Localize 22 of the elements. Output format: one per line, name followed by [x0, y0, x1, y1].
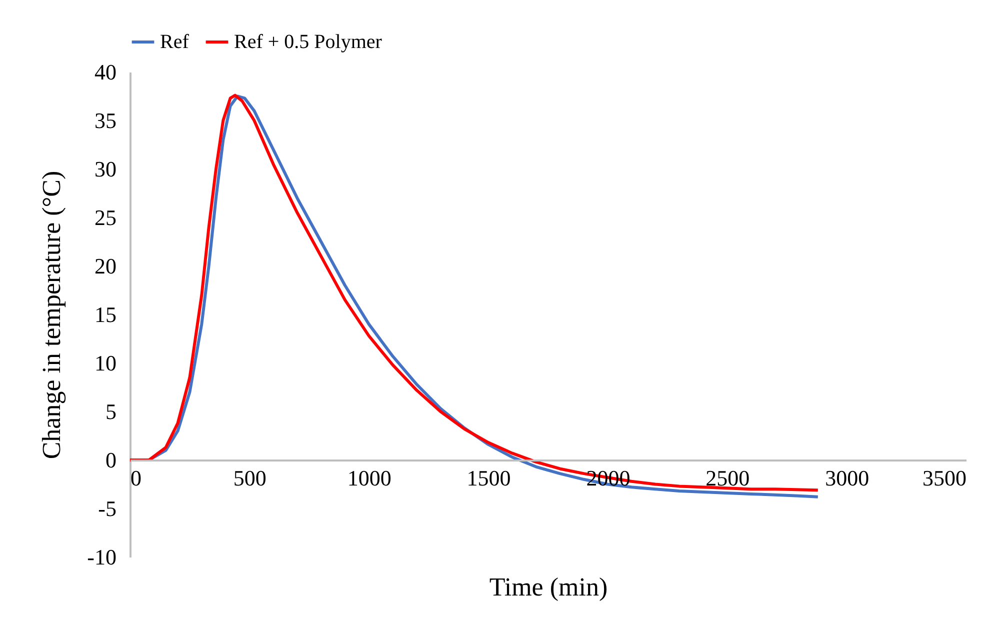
y-tick-label: 20 [94, 254, 116, 278]
legend-label: Ref + 0.5 Polymer [234, 31, 382, 53]
y-tick-label: 30 [94, 156, 116, 182]
y-tick-label: 25 [94, 205, 116, 230]
y-tick-label: 35 [94, 108, 116, 133]
x-tick-label: 1500 [466, 466, 511, 490]
x-tick-label: 3500 [922, 466, 966, 490]
x-tick-label: 1000 [347, 466, 392, 490]
x-tick-label: 2500 [706, 466, 750, 490]
y-tick-label: 15 [94, 302, 116, 327]
x-tick-label: 0 [130, 466, 142, 490]
y-tick-label: 10 [94, 350, 116, 376]
y-tick-label: -5 [98, 496, 116, 521]
y-axis-title: Change in temperature (°C) [37, 170, 66, 460]
y-tick-label: 5 [106, 399, 116, 424]
x-axis-title: Time (min) [489, 572, 608, 602]
x-tick-label: 3000 [825, 466, 870, 490]
legend-label: Ref [160, 31, 190, 53]
x-tick-label: 500 [233, 466, 266, 490]
y-tick-label: -10 [87, 544, 116, 570]
y-tick-label: 0 [106, 448, 116, 472]
y-tick-label: 40 [94, 60, 116, 84]
